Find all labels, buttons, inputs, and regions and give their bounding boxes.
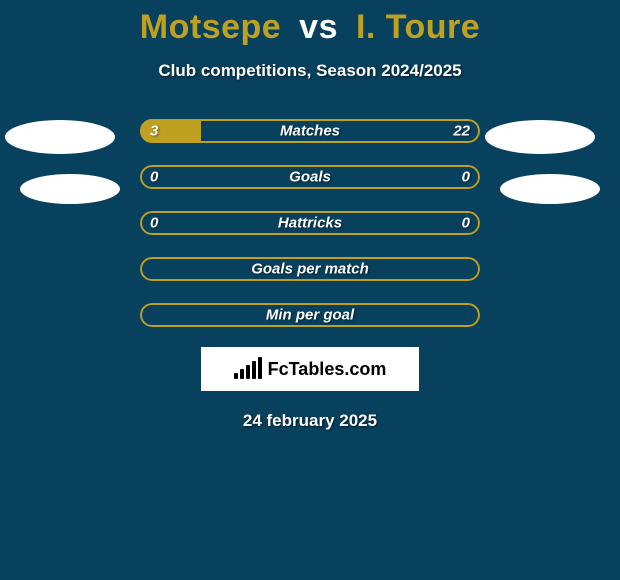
stat-row: 3 22 Matches [140, 119, 480, 143]
stat-value-right: 0 [462, 215, 470, 232]
portrait-left-2 [20, 174, 120, 204]
stat-row: Goals per match [140, 257, 480, 281]
brand-bars-icon [234, 359, 262, 379]
date-text: 24 february 2025 [0, 411, 620, 431]
stat-fill-right [201, 119, 480, 143]
portrait-right-1 [485, 120, 595, 154]
stat-label: Hattricks [278, 215, 342, 232]
player2-name: I. Toure [356, 8, 480, 46]
stat-value-right: 0 [462, 169, 470, 186]
stat-row: 0 0 Hattricks [140, 211, 480, 235]
stat-label: Matches [280, 123, 340, 140]
stat-row: Min per goal [140, 303, 480, 327]
stat-value-right: 22 [453, 123, 470, 140]
subtitle: Club competitions, Season 2024/2025 [0, 61, 620, 81]
portrait-left-1 [5, 120, 115, 154]
portrait-right-2 [500, 174, 600, 204]
brand-text: FcTables.com [268, 359, 387, 380]
stat-label: Goals per match [251, 261, 369, 278]
stat-label: Goals [289, 169, 331, 186]
title-vs: vs [299, 8, 338, 46]
stat-value-left: 3 [150, 123, 158, 140]
stat-value-left: 0 [150, 169, 158, 186]
stat-label: Min per goal [266, 307, 354, 324]
brand-box: FcTables.com [201, 347, 419, 391]
comparison-card: Motsepe vs I. Toure Club competitions, S… [0, 0, 620, 580]
player1-name: Motsepe [140, 8, 281, 46]
title: Motsepe vs I. Toure [0, 0, 620, 47]
stat-row: 0 0 Goals [140, 165, 480, 189]
stat-value-left: 0 [150, 215, 158, 232]
